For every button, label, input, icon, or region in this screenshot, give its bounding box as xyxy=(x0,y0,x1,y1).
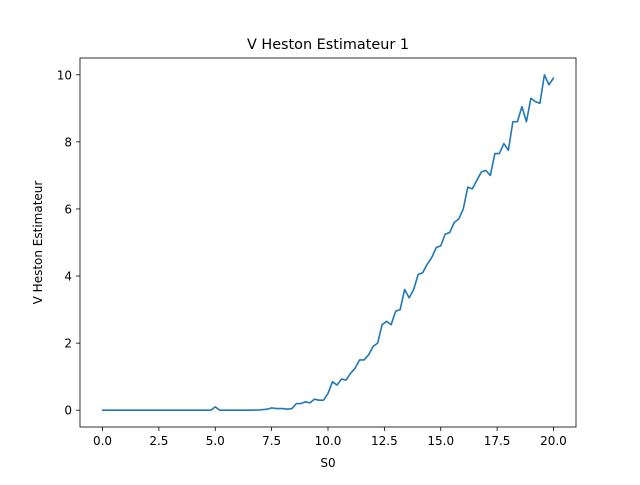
y-axis-label: V Heston Estimateur xyxy=(31,181,45,305)
y-tick-label: 8 xyxy=(64,135,72,149)
x-tick-label: 12.5 xyxy=(371,434,398,448)
x-axis-ticks: 0.0 2.5 5.0 7.5 10.0 12.5 15.0 17.5 20.0 xyxy=(93,427,567,448)
x-tick-label: 10.0 xyxy=(315,434,342,448)
x-tick-label: 15.0 xyxy=(427,434,454,448)
y-axis-ticks: 0 2 4 6 8 10 xyxy=(57,68,80,418)
y-tick-label: 2 xyxy=(64,337,72,351)
plot-background xyxy=(80,58,576,427)
x-tick-label: 17.5 xyxy=(484,434,511,448)
x-tick-label: 2.5 xyxy=(149,434,168,448)
y-tick-label: 6 xyxy=(64,202,72,216)
x-tick-label: 5.0 xyxy=(206,434,225,448)
y-tick-label: 0 xyxy=(64,404,72,418)
chart-title: V Heston Estimateur 1 xyxy=(247,37,409,53)
x-axis-label: S0 xyxy=(320,456,335,470)
y-tick-label: 10 xyxy=(57,68,72,82)
plot-frame xyxy=(79,57,577,428)
x-tick-label: 0.0 xyxy=(93,434,112,448)
x-tick-label: 20.0 xyxy=(540,434,567,448)
series-line xyxy=(101,73,555,412)
y-tick-label: 4 xyxy=(64,270,72,284)
x-tick-label: 7.5 xyxy=(262,434,281,448)
